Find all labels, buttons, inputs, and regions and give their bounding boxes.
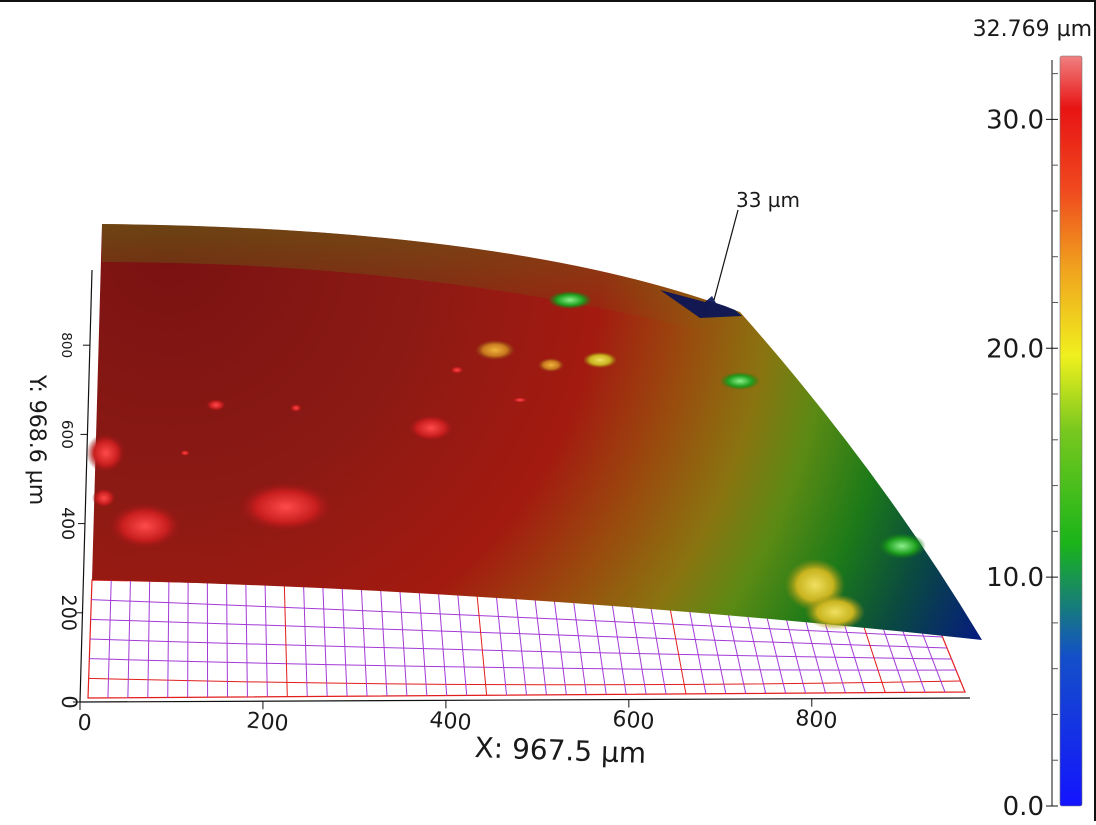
surface-bump bbox=[512, 397, 528, 403]
x-tick-label: 0 bbox=[77, 710, 93, 736]
y-tick-label: 400 bbox=[57, 507, 77, 540]
y-tick-label: 200 bbox=[57, 595, 80, 632]
surface-bump bbox=[407, 414, 455, 442]
surface-bump bbox=[86, 433, 126, 473]
surface-bump bbox=[107, 502, 183, 550]
y-tick-label: 0 bbox=[57, 695, 81, 708]
x-tick-label: 200 bbox=[246, 708, 290, 737]
x-axis-label: X: 967.5 µm bbox=[474, 731, 647, 770]
x-tick-label: 400 bbox=[428, 708, 472, 737]
surface-bump bbox=[450, 366, 464, 374]
colorbar: 32.769 µm 0.0 10.0 20.0 30.0 bbox=[973, 17, 1092, 821]
surface-bump bbox=[206, 399, 226, 411]
annotation-label: 33 µm bbox=[736, 188, 800, 212]
colorbar-tick-label: 10.0 bbox=[986, 563, 1044, 593]
y-tick-label: 600 bbox=[58, 420, 76, 449]
surface-bump bbox=[583, 352, 617, 368]
colorbar-tick-label: 0.0 bbox=[1003, 792, 1044, 821]
x-axis-line bbox=[80, 698, 970, 702]
surface-bump bbox=[475, 340, 515, 360]
y-tick-label: 800 bbox=[58, 332, 74, 358]
surface-bump bbox=[290, 404, 302, 412]
x-tick-label: 600 bbox=[611, 707, 655, 736]
x-tick-label: 800 bbox=[794, 706, 838, 735]
surface-bump bbox=[538, 358, 564, 372]
surface-bump bbox=[720, 372, 760, 390]
surface-bump bbox=[548, 291, 592, 309]
surface-bump bbox=[805, 594, 865, 630]
annotation-leader-line bbox=[714, 210, 738, 300]
height-surface bbox=[86, 224, 982, 640]
surface-bump bbox=[180, 450, 190, 456]
colorbar-tick-label: 20.0 bbox=[986, 334, 1044, 364]
frame-border-top bbox=[0, 0, 1096, 2]
y-axis-label: Y: 968.6 µm bbox=[24, 374, 49, 505]
colorbar-max-label: 32.769 µm bbox=[973, 17, 1092, 42]
surface-bump bbox=[92, 488, 116, 508]
surface-bump bbox=[878, 533, 926, 559]
peak-annotation: 33 µm bbox=[714, 188, 800, 300]
colorbar-gradient bbox=[1060, 56, 1082, 806]
colorbar-tick-label: 30.0 bbox=[986, 105, 1044, 135]
surface-bump bbox=[236, 481, 336, 533]
